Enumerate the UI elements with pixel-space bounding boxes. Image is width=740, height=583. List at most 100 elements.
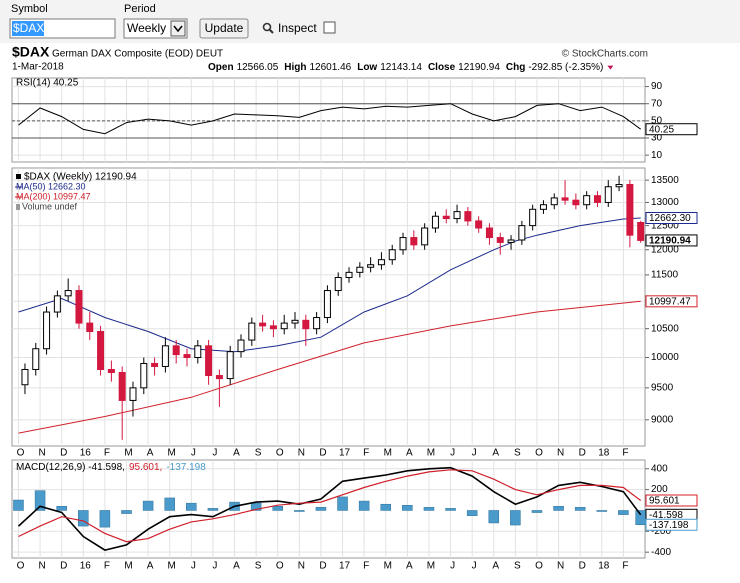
candle-body bbox=[507, 239, 515, 243]
candle-body bbox=[215, 375, 223, 380]
x-tick-label: S bbox=[514, 448, 521, 459]
update-text: Update bbox=[205, 21, 244, 35]
value-box-label: 12190.94 bbox=[649, 236, 691, 247]
histogram-bar bbox=[531, 510, 543, 513]
x-tick-label: J bbox=[450, 561, 455, 572]
legend-item: MACD(12,26,9) -41.598, bbox=[16, 462, 125, 473]
histogram-bar bbox=[402, 504, 413, 511]
legend: RSI(14) 40.25 bbox=[16, 78, 79, 89]
x-tick-label: A bbox=[492, 561, 499, 572]
x-tick-label: J bbox=[212, 448, 217, 459]
x-tick-label: M bbox=[124, 561, 132, 572]
x-tick-label: J bbox=[472, 448, 477, 459]
histogram-bar bbox=[618, 510, 629, 515]
candle-body bbox=[237, 339, 245, 353]
candle-body bbox=[399, 237, 407, 251]
value-box-label: -41.598 bbox=[649, 510, 683, 521]
update-button[interactable] bbox=[199, 18, 249, 39]
x-tick-label: F bbox=[363, 448, 369, 459]
candle-body bbox=[637, 222, 645, 241]
candle-body bbox=[280, 322, 288, 330]
candle-body bbox=[129, 387, 137, 401]
x-tick-label: 17 bbox=[339, 448, 351, 459]
x-tick-label: S bbox=[514, 561, 521, 572]
period-label: Period bbox=[124, 3, 156, 15]
quote-value: 12566.05 bbox=[237, 62, 279, 73]
y-tick-label: 10 bbox=[651, 150, 663, 161]
y-tick-label: 13500 bbox=[651, 175, 679, 186]
value-box-label: 95.601 bbox=[649, 496, 680, 507]
candle-body bbox=[345, 271, 353, 278]
x-tick-label: J bbox=[191, 448, 196, 459]
x-tick-label: D bbox=[319, 561, 326, 572]
select-arrow-box bbox=[170, 20, 186, 37]
candle-body bbox=[550, 197, 558, 206]
value-box-label: 10997.47 bbox=[649, 296, 691, 307]
x-tick-label: M bbox=[384, 561, 392, 572]
histogram-bar bbox=[574, 507, 586, 511]
x-tick-label: D bbox=[579, 448, 586, 459]
candle-body bbox=[367, 264, 375, 268]
inspect-label: Inspect bbox=[278, 21, 317, 35]
value-box-label: 12662.30 bbox=[649, 213, 691, 224]
histogram-bar bbox=[13, 499, 24, 511]
histogram-bar bbox=[380, 503, 392, 511]
inspect-checkbox[interactable] bbox=[323, 21, 336, 34]
histogram-bar bbox=[186, 502, 197, 511]
x-tick-label: J bbox=[472, 561, 477, 572]
candle-body bbox=[172, 345, 180, 356]
x-tick-label: M bbox=[168, 448, 176, 459]
x-tick-label: N bbox=[557, 561, 564, 572]
x-tick-label: 16 bbox=[80, 561, 92, 572]
x-tick-label: F bbox=[622, 561, 628, 572]
candle-body bbox=[323, 290, 331, 319]
x-tick-label: F bbox=[104, 561, 110, 572]
candle-body bbox=[464, 211, 472, 222]
histogram-bar bbox=[488, 510, 500, 524]
value-box bbox=[645, 295, 698, 308]
quote-label: High bbox=[284, 62, 306, 73]
x-tick-label: O bbox=[17, 448, 25, 459]
quote-label: Open bbox=[208, 62, 234, 73]
quote-label: Low bbox=[357, 62, 377, 73]
histogram-bar bbox=[466, 510, 478, 516]
legend-swatch bbox=[16, 174, 21, 179]
candle-body bbox=[313, 317, 321, 330]
candle-body bbox=[32, 348, 40, 370]
legend-item: -137.198 bbox=[166, 462, 206, 473]
legend: MA(200) 10997.47 bbox=[16, 191, 91, 201]
candle-body bbox=[475, 220, 483, 229]
magnifier-handle bbox=[268, 28, 274, 34]
candle-body bbox=[615, 184, 623, 188]
histogram-bar bbox=[99, 510, 111, 528]
candle-body bbox=[140, 362, 148, 389]
x-tick-label: A bbox=[406, 448, 413, 459]
histogram-bar bbox=[635, 510, 646, 526]
x-tick-label: A bbox=[233, 448, 240, 459]
histogram-bar bbox=[423, 507, 435, 511]
magnifier bbox=[262, 22, 272, 32]
x-tick-label: J bbox=[191, 561, 196, 572]
candle-body bbox=[518, 225, 526, 241]
x-tick-label: N bbox=[298, 561, 305, 572]
candle-body bbox=[583, 195, 591, 206]
quote-label: Chg bbox=[506, 62, 525, 73]
x-tick-label: N bbox=[298, 448, 305, 459]
candle-body bbox=[291, 319, 299, 324]
value-box-label: -137.198 bbox=[649, 520, 689, 531]
candle-body bbox=[43, 311, 51, 350]
candle-body bbox=[151, 362, 159, 367]
candle-body bbox=[561, 197, 569, 201]
candle-body bbox=[194, 345, 202, 359]
histogram-bar bbox=[250, 502, 262, 511]
rsi-panel bbox=[11, 77, 646, 163]
candle-body bbox=[334, 276, 342, 292]
period-value: Weekly bbox=[127, 21, 166, 35]
y-tick-label: 90 bbox=[651, 81, 663, 92]
value-box bbox=[645, 494, 698, 507]
histogram-bar bbox=[272, 506, 283, 511]
candle-body bbox=[21, 368, 29, 386]
candle-body bbox=[118, 371, 126, 401]
y-tick-label: 70 bbox=[651, 98, 663, 109]
x-tick-label: O bbox=[535, 448, 543, 459]
